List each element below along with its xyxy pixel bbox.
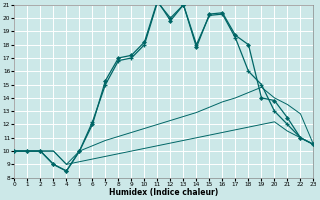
X-axis label: Humidex (Indice chaleur): Humidex (Indice chaleur) xyxy=(109,188,219,197)
